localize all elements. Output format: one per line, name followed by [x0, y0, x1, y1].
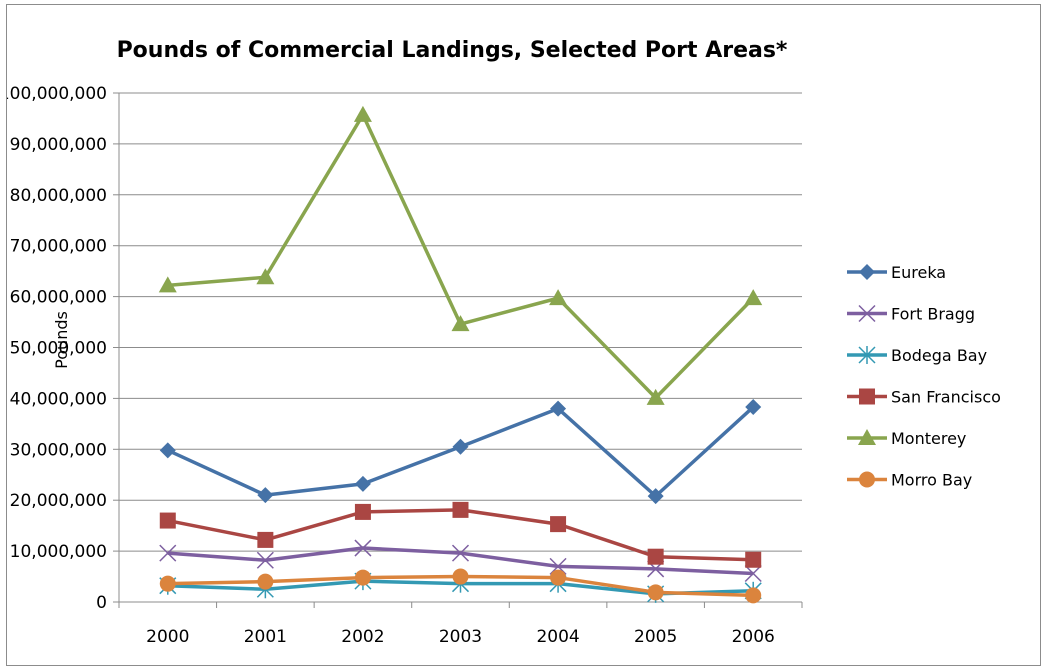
y-axis-label: Pounds: [52, 311, 71, 369]
legend-item-bodega-bay: Bodega Bay: [847, 346, 987, 365]
axes: 0 10,000,000 20,000,000 30,000,000 40,000,00…: [7, 84, 803, 647]
legend-marker: [859, 471, 875, 488]
data-point-morro-bay: [257, 573, 274, 590]
data-point-fort-bragg: [451, 544, 470, 562]
data-point-morro-bay: [745, 587, 762, 604]
legend-label: Fort Bragg: [891, 305, 975, 324]
series-san-francisco: [159, 501, 762, 568]
legend-label: Morro Bay: [891, 471, 972, 490]
legend-marker: [859, 264, 875, 280]
data-point-san-francisco: [550, 516, 567, 533]
chart-title: Pounds of Commercial Landings, Selected …: [117, 38, 788, 63]
legend-item-morro-bay: Morro Bay: [847, 471, 972, 490]
data-point-san-francisco: [354, 503, 371, 520]
data-point-fort-bragg: [256, 551, 274, 569]
data-point-monterey: [256, 268, 275, 285]
x-tick-label: 2002: [341, 627, 384, 647]
y-tick-label: 0: [96, 593, 107, 613]
data-point-morro-bay: [647, 584, 664, 601]
data-point-fort-bragg: [159, 544, 177, 562]
data-point-monterey: [744, 289, 763, 306]
y-tick-label: 90,000,000: [10, 135, 107, 155]
data-point-eureka: [550, 400, 567, 417]
legend-label: Monterey: [891, 429, 966, 448]
series-monterey: [158, 105, 763, 405]
x-tick-label: 2003: [439, 627, 482, 647]
y-tick-label: 50,000,000: [10, 339, 107, 359]
data-point-eureka: [257, 487, 274, 504]
data-point-fort-bragg: [744, 564, 762, 583]
y-tick-label: 80,000,000: [10, 186, 107, 206]
legend-marker: [858, 304, 876, 323]
data-point-morro-bay: [550, 569, 567, 586]
legend-label: San Francisco: [891, 388, 1001, 407]
data-point-san-francisco: [647, 548, 664, 565]
data-point-morro-bay: [354, 569, 371, 586]
legend: Eureka Fort Bragg Bodega Bay San Francisco M…: [847, 263, 1001, 490]
data-point-san-francisco: [745, 551, 762, 568]
y-tick-label: 100,000,000: [7, 84, 107, 104]
legend-item-eureka: Eureka: [847, 263, 946, 282]
series-morro-bay: [159, 568, 762, 604]
x-tick-label: 2000: [146, 627, 189, 647]
data-point-eureka: [647, 488, 664, 505]
data-point-monterey: [158, 276, 177, 293]
data-point-san-francisco: [452, 501, 469, 518]
x-tick-label: 2006: [732, 627, 775, 647]
legend-marker: [858, 346, 876, 364]
series-layer: [158, 105, 763, 604]
legend-item-san-francisco: San Francisco: [847, 388, 1001, 407]
y-tick-label: 70,000,000: [10, 237, 107, 257]
y-tick-label: 20,000,000: [10, 491, 107, 511]
data-point-eureka: [354, 475, 371, 492]
data-point-san-francisco: [257, 531, 274, 548]
data-point-morro-bay: [452, 568, 469, 585]
x-tick-label: 2001: [244, 627, 287, 647]
x-tick-label: 2005: [634, 627, 677, 647]
series-line-monterey: [167, 113, 755, 400]
data-point-eureka: [452, 438, 469, 455]
y-tick-label: 60,000,000: [10, 288, 107, 308]
legend-marker: [859, 388, 875, 405]
y-tick-label: 10,000,000: [10, 542, 107, 562]
data-point-monterey: [549, 289, 568, 306]
line-chart: Pounds of Commercial Landings, Selected …: [7, 38, 1001, 647]
x-tick-label: 2004: [536, 627, 579, 647]
data-point-eureka: [745, 399, 762, 416]
legend-label: Eureka: [891, 263, 946, 282]
data-point-monterey: [451, 315, 470, 332]
legend-item-monterey: Monterey: [847, 429, 966, 448]
data-point-eureka: [159, 442, 176, 459]
data-point-monterey: [646, 388, 665, 405]
data-point-fort-bragg: [354, 539, 372, 557]
series-eureka: [159, 399, 762, 505]
y-tick-label: 30,000,000: [10, 440, 107, 460]
legend-label: Bodega Bay: [891, 346, 987, 365]
series-fort-bragg: [159, 539, 762, 583]
data-point-morro-bay: [159, 575, 176, 592]
y-tick-label: 40,000,000: [10, 389, 107, 409]
gridlines: [119, 92, 802, 552]
legend-marker: [858, 429, 876, 445]
chart-frame: Pounds of Commercial Landings, Selected …: [6, 4, 1041, 666]
data-point-san-francisco: [159, 512, 176, 529]
legend-item-fort-bragg: Fort Bragg: [847, 305, 975, 324]
data-point-monterey: [353, 105, 372, 122]
